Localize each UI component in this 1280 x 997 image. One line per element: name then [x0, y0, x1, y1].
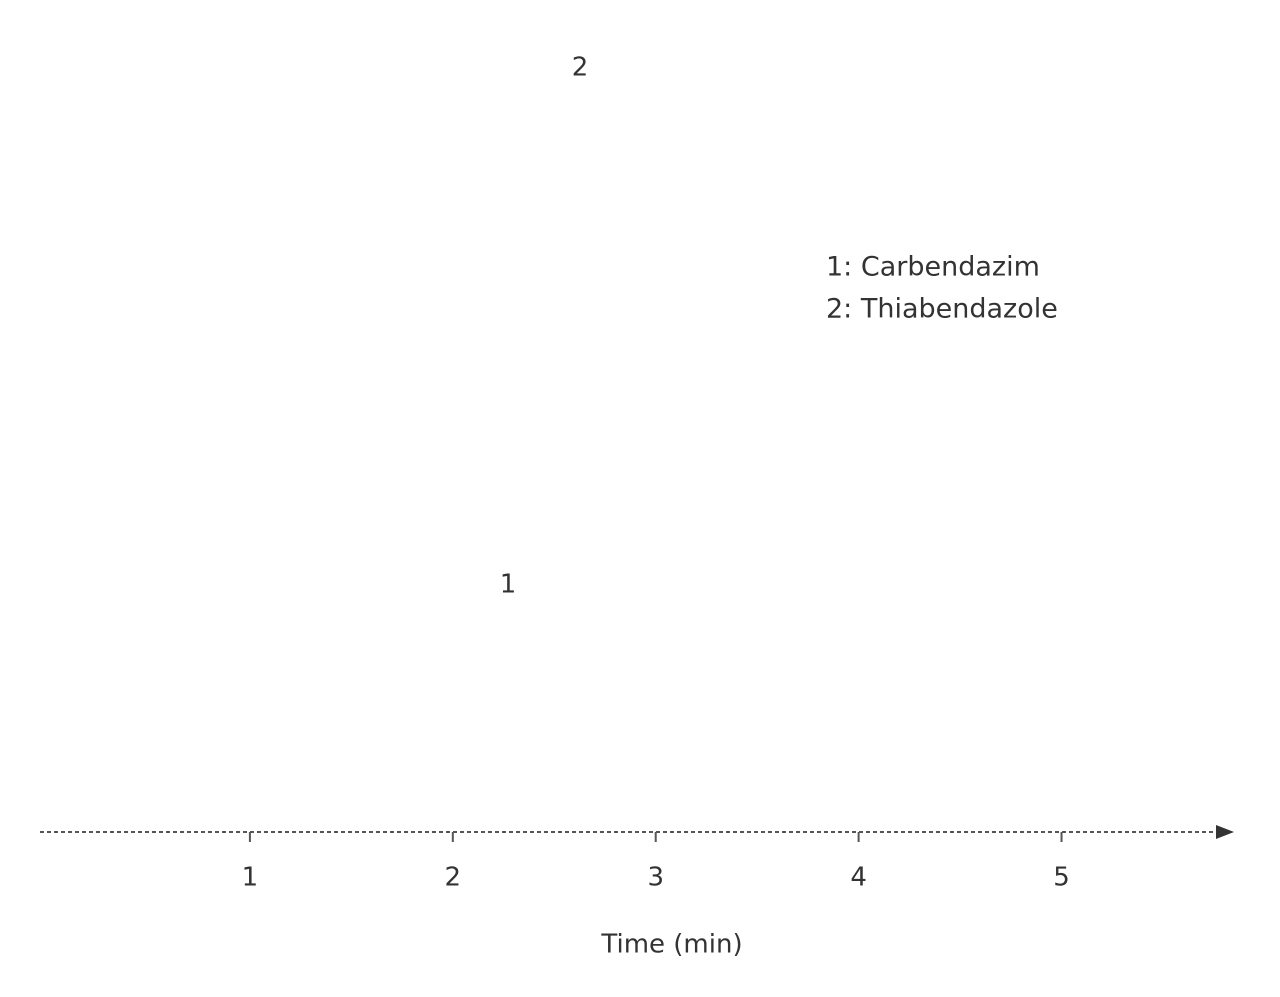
legend-entry: 2: Thiabendazole [826, 294, 1058, 325]
legend-entry: 1: Carbendazim [826, 252, 1040, 283]
x-tick-label: 1 [242, 863, 259, 893]
axis-arrow [1216, 825, 1234, 839]
x-tick-label: 3 [647, 863, 664, 893]
x-axis-label: Time (min) [600, 930, 742, 960]
peak-label: 2 [572, 53, 589, 83]
x-tick-label: 5 [1053, 863, 1070, 893]
x-tick-label: 4 [850, 863, 867, 893]
peak-label: 1 [500, 570, 517, 600]
x-tick-label: 2 [445, 863, 462, 893]
